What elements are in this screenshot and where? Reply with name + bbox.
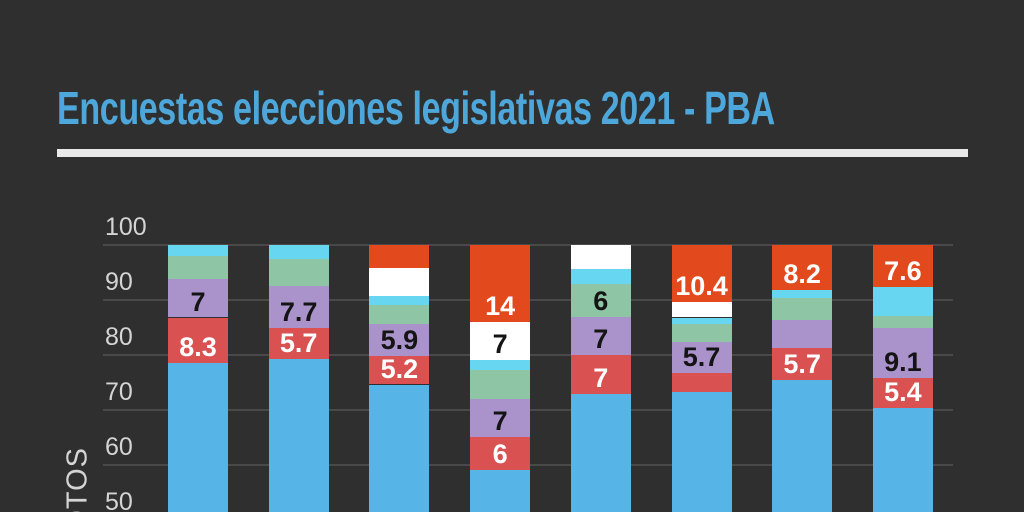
bar5-value-label-red: 7 bbox=[593, 362, 609, 393]
chart-title: Encuestas elecciones legislativas 2021 -… bbox=[57, 82, 1024, 138]
bar3-value-label-purple: 5.9 bbox=[380, 324, 419, 355]
y-axis-label: VOTOS bbox=[61, 447, 94, 512]
bar6-segment-cyan bbox=[671, 317, 732, 325]
bar2-value-label-red: 5.7 bbox=[279, 328, 318, 359]
bar2-value-label-purple: 7.7 bbox=[279, 296, 318, 327]
bar7-value-label-orange: 8.2 bbox=[783, 259, 821, 290]
bar5-value-label-purple: 7 bbox=[593, 324, 609, 355]
bar1-segment-purple bbox=[168, 279, 228, 318]
bar4-value-label-red: 6 bbox=[492, 439, 508, 470]
bar7-segment-cyan bbox=[772, 290, 833, 299]
bar4-value-label-orange: 14 bbox=[485, 290, 516, 321]
bar5-segment-white bbox=[570, 245, 631, 269]
bar6-segment-white bbox=[671, 302, 732, 318]
bar5-segment-cyan bbox=[570, 268, 631, 284]
y-tick-label-90: 90 bbox=[105, 267, 133, 296]
bar5-segment-red bbox=[570, 355, 631, 394]
bar3-segment-purple bbox=[369, 323, 430, 356]
bar4-segment-blue bbox=[470, 470, 531, 512]
bar1-value-label-purple: 7 bbox=[190, 286, 206, 317]
bar5-value-label-green: 6 bbox=[593, 285, 609, 316]
bar2-segment-cyan bbox=[268, 245, 329, 259]
bar8-segment-orange bbox=[872, 245, 933, 287]
bar5-segment-purple bbox=[570, 316, 631, 356]
bar6-segment-green bbox=[671, 324, 732, 342]
bar4-segment-purple bbox=[470, 398, 531, 438]
bar1-segment-green bbox=[168, 255, 228, 280]
bar2-segment-blue bbox=[268, 359, 329, 512]
bar8-segment-blue bbox=[872, 408, 933, 512]
bar4-value-label-purple: 7 bbox=[492, 406, 508, 437]
bar7-segment-orange bbox=[772, 245, 833, 291]
bar5-segment-blue bbox=[570, 393, 631, 512]
bar7-segment-blue bbox=[772, 379, 833, 512]
bar5-segment-green bbox=[570, 283, 631, 317]
bar6-segment-purple bbox=[671, 341, 732, 373]
y-tick-label-70: 70 bbox=[105, 377, 133, 406]
y-tick-label-50: 50 bbox=[105, 487, 133, 512]
bar6-value-label-orange: 10.4 bbox=[675, 271, 728, 302]
bar6-value-label-purple: 5.7 bbox=[682, 341, 721, 372]
bar8-segment-green bbox=[872, 316, 933, 329]
bar8-segment-purple bbox=[872, 328, 933, 379]
bar6-segment-blue bbox=[671, 391, 732, 512]
bar4-segment-red bbox=[470, 437, 531, 471]
bar3-segment-blue bbox=[369, 384, 430, 512]
bar4-value-label-white: 7 bbox=[492, 329, 508, 360]
bar3-segment-white bbox=[369, 268, 430, 296]
bar8-value-label-purple: 9.1 bbox=[884, 347, 922, 378]
bar4-segment-orange bbox=[470, 245, 531, 322]
bar8-segment-red bbox=[872, 378, 933, 409]
bar8-segment-cyan bbox=[872, 286, 933, 317]
bar6-segment-orange bbox=[671, 245, 732, 303]
bar3-segment-cyan bbox=[369, 295, 430, 305]
bar7-segment-green bbox=[772, 298, 833, 321]
bar3-segment-green bbox=[369, 304, 430, 324]
bar8-value-label-orange: 7.6 bbox=[884, 255, 922, 286]
bar1-value-label-red: 8.3 bbox=[179, 332, 217, 363]
y-tick-label-100: 100 bbox=[105, 213, 147, 241]
chart-title-text: Encuestas elecciones legislativas 2021 -… bbox=[57, 82, 775, 134]
bar7-value-label-red: 5.7 bbox=[783, 348, 821, 379]
y-tick-label-60: 60 bbox=[105, 432, 133, 461]
bar4-segment-cyan bbox=[470, 360, 531, 371]
bar8-value-label-red: 5.4 bbox=[884, 377, 922, 408]
bar7-segment-purple bbox=[772, 320, 833, 349]
bar2-segment-purple bbox=[268, 285, 329, 328]
bar4-segment-green bbox=[470, 370, 531, 399]
bar2-segment-red bbox=[268, 327, 329, 360]
bar3-value-label-red: 5.2 bbox=[380, 353, 419, 384]
bar1-segment-red bbox=[168, 317, 228, 364]
bar1-segment-blue bbox=[168, 363, 228, 512]
bar2-segment-green bbox=[268, 258, 329, 286]
bar4-segment-white bbox=[470, 321, 531, 361]
bar1-segment-cyan bbox=[168, 245, 228, 256]
bar6-segment-red bbox=[671, 372, 732, 392]
bar3-segment-orange bbox=[369, 245, 430, 269]
title-underline bbox=[57, 149, 968, 157]
y-tick-label-80: 80 bbox=[105, 322, 133, 351]
bar7-segment-red bbox=[772, 348, 833, 380]
bar3-segment-red bbox=[369, 355, 430, 385]
